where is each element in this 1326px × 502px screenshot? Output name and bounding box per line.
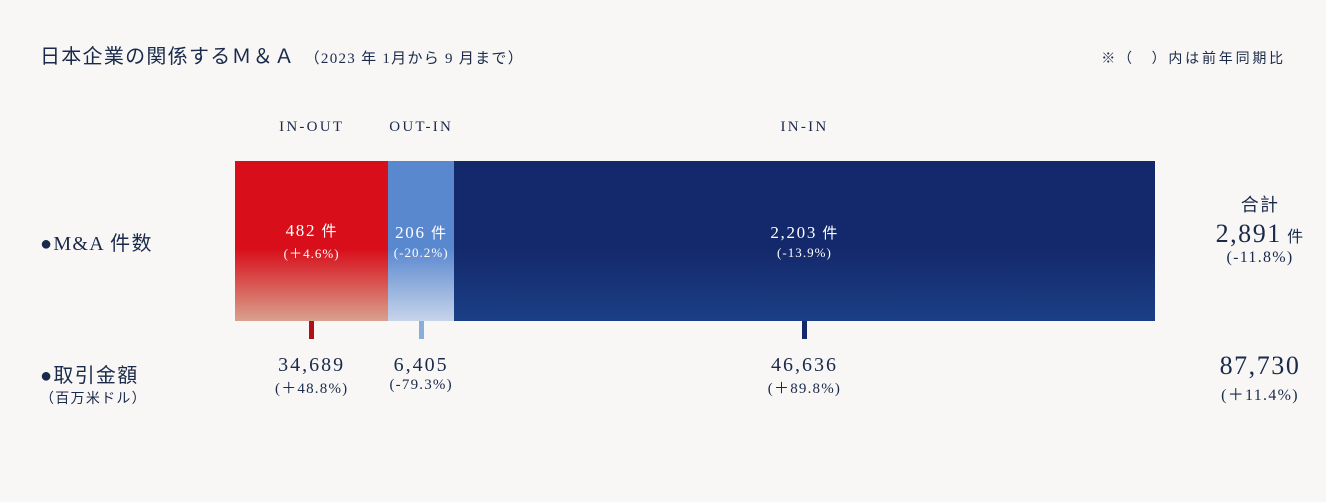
total-amount-value: 87,730 (1175, 351, 1326, 381)
total-count-value: 2,891 (1216, 219, 1282, 248)
row-label-count: ●M&A 件数 (40, 227, 230, 256)
title-sub: （2023 年 1月から 9 月まで） (305, 51, 524, 67)
header: 日本企業の関係するＭ＆Ａ （2023 年 1月から 9 月まで） ※（ ）内は前… (40, 40, 1286, 69)
total-label: 合計 (1175, 191, 1326, 217)
tick-inout (309, 321, 314, 339)
bar-segment-inin: 2,203 件(-13.9%) (454, 161, 1155, 321)
tick-outin (419, 321, 424, 339)
segment-label-inin: IN-IN (781, 119, 829, 136)
seg-count-yoy-outin: (-20.2%) (394, 245, 449, 261)
row-label-amount-main: ●取引金額 (40, 359, 230, 388)
amount-cell-inin: 46,636(＋89.8%) (768, 354, 841, 398)
chart-container: 日本企業の関係するＭ＆Ａ （2023 年 1月から 9 月まで） ※（ ）内は前… (0, 0, 1326, 502)
seg-amount-yoy-outin: (-79.3%) (389, 377, 452, 394)
seg-count-inin: 2,203 (770, 223, 817, 242)
title: 日本企業の関係するＭ＆Ａ （2023 年 1月から 9 月まで） (40, 40, 524, 69)
tick-inin (802, 321, 807, 339)
seg-count-inout: 482 (286, 221, 317, 240)
row-label-amount-sub: （百万米ドル） (40, 388, 230, 408)
bar-segment-inout: 482 件(＋4.6%) (235, 161, 388, 321)
total-amount: 87,730 (＋11.4%) (1175, 351, 1326, 405)
seg-amount-inin: 46,636 (768, 354, 841, 377)
seg-count-yoy-inout: (＋4.6%) (284, 243, 340, 262)
seg-count-yoy-inin: (-13.9%) (777, 245, 832, 261)
total-amount-yoy: (＋11.4%) (1175, 381, 1326, 405)
stacked-bar: 482 件(＋4.6%)206 件(-20.2%)2,203 件(-13.9%) (235, 161, 1155, 321)
segment-labels: IN-OUT OUT-IN IN-IN (235, 119, 1155, 143)
total-count-yoy: (-11.8%) (1175, 249, 1326, 267)
title-main: 日本企業の関係するＭ＆Ａ (40, 46, 295, 68)
note: ※（ ）内は前年同期比 (1101, 48, 1286, 68)
seg-amount-yoy-inout: (＋48.8%) (275, 377, 348, 398)
seg-amount-outin: 6,405 (389, 354, 452, 377)
seg-amount-inout: 34,689 (275, 354, 348, 377)
amount-cell-outin: 6,405(-79.3%) (389, 354, 452, 394)
seg-count-outin: 206 (395, 223, 426, 242)
seg-amount-yoy-inin: (＋89.8%) (768, 377, 841, 398)
total-count: 合計 2,891 件 (-11.8%) (1175, 191, 1326, 267)
bar-segment-outin: 206 件(-20.2%) (388, 161, 454, 321)
segment-label-outin: OUT-IN (389, 119, 453, 136)
row-label-amount: ●取引金額 （百万米ドル） (40, 359, 230, 408)
tick-marks (235, 321, 1155, 339)
amount-cell-inout: 34,689(＋48.8%) (275, 354, 348, 398)
total-count-unit: 件 (1287, 229, 1304, 246)
segment-label-inout: IN-OUT (279, 119, 344, 136)
